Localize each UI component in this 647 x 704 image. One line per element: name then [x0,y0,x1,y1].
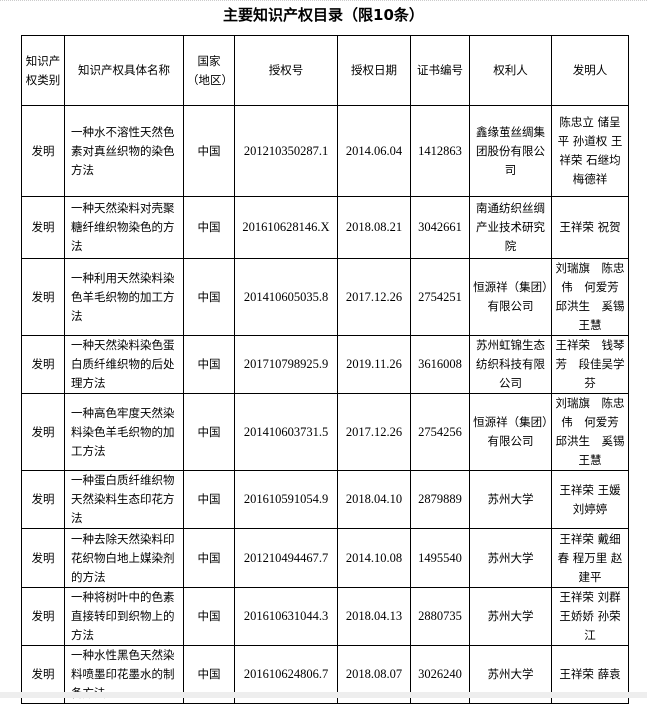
cell-holder: 苏州虹锦生态纺织科技有限公司 [469,335,552,394]
ip-table: 知识产权类别 知识产权具体名称 国家（地区） 授权号 授权日期 证书编号 权利人… [21,35,636,704]
col-header-holder: 权利人 [469,35,552,106]
header-row: 知识产权类别 知识产权具体名称 国家（地区） 授权号 授权日期 证书编号 权利人… [21,35,629,106]
cell-name: 一种利用天然染料染色羊毛织物的加工方法 [64,258,184,336]
cell-grant-no: 201210494467.7 [234,528,338,588]
cell-type: 发明 [21,105,65,197]
cell-date: 2018.04.10 [337,470,411,529]
cell-country: 中国 [183,335,235,394]
cell-holder: 苏州大学 [469,470,552,529]
cell-grant-no: 201610631044.3 [234,587,338,646]
cell-cert: 2880735 [410,587,470,646]
bottom-bar [0,692,647,698]
cell-cert: 1412863 [410,105,470,197]
cell-date: 2017.12.26 [337,393,411,471]
cell-country: 中国 [183,393,235,471]
cell-inventors: 陈忠立 储呈平 孙道权 王祥荣 石继均 梅德祥 [551,105,629,197]
table-row: 发明 一种去除天然染料印花织物白地上媒染剂的方法 中国 201210494467.7 2… [21,528,629,588]
cell-type: 发明 [21,258,65,336]
col-header-country: 国家（地区） [183,35,235,106]
cell-inventors: 王祥荣 王媛 刘婷婷 [551,470,629,529]
cell-cert: 1495540 [410,528,470,588]
cell-name: 一种将树叶中的色素直接转印到织物上的方法 [64,587,184,646]
col-header-cert: 证书编号 [410,35,470,106]
cell-cert: 2754256 [410,393,470,471]
cell-date: 2018.08.21 [337,196,411,259]
cell-name: 一种天然染料对壳聚糖纤维织物染色的方法 [64,196,184,259]
cell-inventors: 王祥荣 刘群 王娇娇 孙荣江 [551,587,629,646]
cell-name: 一种天然染料染色蛋白质纤维织物的后处理方法 [64,335,184,394]
cell-inventors: 刘瑞旗 陈忠伟 何爱芳 邱洪生 奚锡 王慧 [551,393,636,471]
table-row: 发明 一种蛋白质纤维织物天然染料生态印花方法 中国 201610591054.9 201… [21,470,629,529]
cell-name: 一种去除天然染料印花织物白地上媒染剂的方法 [64,528,184,588]
cell-type: 发明 [21,335,65,394]
cell-grant-no: 201610628146.X [234,196,338,259]
cell-grant-no: 201410605035.8 [234,258,338,336]
cell-country: 中国 [183,587,235,646]
cell-grant-no: 201210350287.1 [234,105,338,197]
table-row: 发明 一种天然染料染色蛋白质纤维织物的后处理方法 中国 201710798925.9 2… [21,335,629,394]
cell-holder: 南通纺织丝绸产业技术研究院 [469,196,552,259]
cell-date: 2014.06.04 [337,105,411,197]
cell-country: 中国 [183,528,235,588]
col-header-grant-no: 授权号 [234,35,338,106]
cell-country: 中国 [183,105,235,197]
table-row: 发明 一种天然染料对壳聚糖纤维织物染色的方法 中国 201610628146.X 201… [21,196,629,259]
cell-cert: 3616008 [410,335,470,394]
cell-type: 发明 [21,587,65,646]
table-row: 发明 一种水不溶性天然色素对真丝织物的染色方法 中国 201210350287.1 20… [21,105,629,197]
cell-cert: 2754251 [410,258,470,336]
cell-type: 发明 [21,393,65,471]
cell-grant-no: 201410603731.5 [234,393,338,471]
cell-grant-no: 201610591054.9 [234,470,338,529]
cell-cert: 3042661 [410,196,470,259]
cell-holder: 恒源祥（集团）有限公司 [469,393,552,471]
cell-type: 发明 [21,196,65,259]
cell-inventors: 王祥荣 祝贺 [551,196,629,259]
col-header-inventors: 发明人 [551,35,629,106]
cell-country: 中国 [183,258,235,336]
cell-cert: 2879889 [410,470,470,529]
cell-type: 发明 [21,528,65,588]
cell-holder: 恒源祥（集团）有限公司 [469,258,552,336]
cell-date: 2019.11.26 [337,335,411,394]
cell-date: 2018.04.13 [337,587,411,646]
page-title: 主要知识产权目录（限10条） [223,6,424,24]
col-header-type: 知识产权类别 [21,35,65,106]
cell-inventors: 王祥荣 戴细春 程万里 赵建平 [551,528,629,588]
cell-date: 2014.10.08 [337,528,411,588]
cell-name: 一种蛋白质纤维织物天然染料生态印花方法 [64,470,184,529]
cell-holder: 鑫缘茧丝绸集团股份有限公司 [469,105,552,197]
table-row: 发明 一种利用天然染料染色羊毛织物的加工方法 中国 201410605035.8 201… [21,258,636,336]
cell-name: 一种高色牢度天然染料染色羊毛织物的加工方法 [64,393,184,471]
cell-holder: 苏州大学 [469,587,552,646]
table-row: 发明 一种高色牢度天然染料染色羊毛织物的加工方法 中国 201410603731.5 2… [21,393,636,471]
cell-holder: 苏州大学 [469,528,552,588]
cell-country: 中国 [183,470,235,529]
cell-inventors: 刘瑞旗 陈忠伟 何爱芳 邱洪生 奚锡 王慧 [551,258,636,336]
table-row: 发明 一种将树叶中的色素直接转印到织物上的方法 中国 201610631044.3 20… [21,587,629,646]
cell-name: 一种水不溶性天然色素对真丝织物的染色方法 [64,105,184,197]
col-header-date: 授权日期 [337,35,411,106]
cell-inventors: 王祥荣 钱琴芳 段佳吴学芬 [551,335,629,394]
cell-date: 2017.12.26 [337,258,411,336]
cell-grant-no: 201710798925.9 [234,335,338,394]
cell-type: 发明 [21,470,65,529]
top-divider [0,0,647,1]
cell-country: 中国 [183,196,235,259]
col-header-name: 知识产权具体名称 [64,35,184,106]
